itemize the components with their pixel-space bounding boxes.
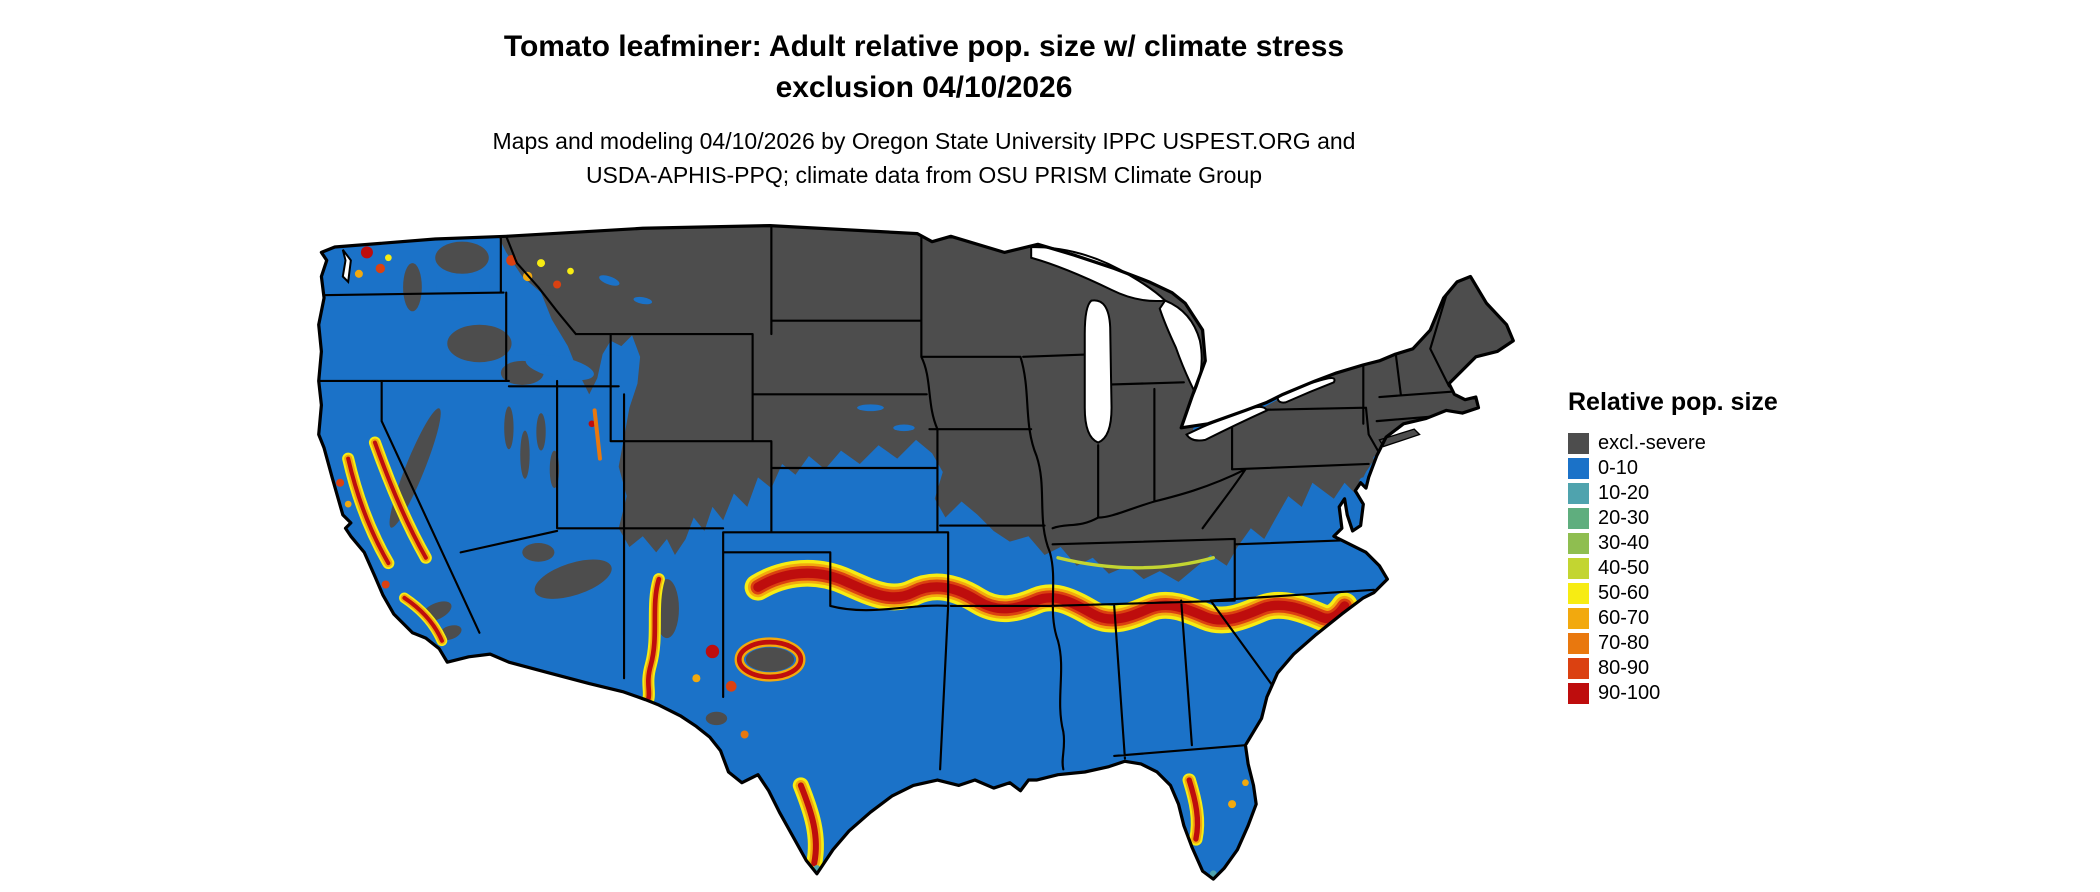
legend-item-label: 40-50 — [1598, 557, 1650, 579]
legend-swatch — [1568, 483, 1589, 504]
legend-item-label: 80-90 — [1598, 657, 1650, 679]
map-band-texas-ring — [734, 637, 806, 682]
legend-item: 70-80 — [1568, 631, 1868, 656]
legend-swatch — [1568, 608, 1589, 629]
legend-item: 90-100 — [1568, 681, 1868, 706]
legend-item-label: 0-10 — [1598, 457, 1639, 479]
legend-item: 30-40 — [1568, 531, 1868, 556]
map-title-line1: Tomato leafminer: Adult relative pop. si… — [503, 30, 1345, 63]
map-region-low-pop — [318, 225, 1514, 880]
legend-swatch — [1568, 433, 1589, 454]
legend-item: 0-10 — [1568, 456, 1868, 481]
legend-swatch — [1568, 658, 1589, 679]
conus-map-svg — [317, 223, 1515, 881]
state-borders — [318, 225, 1453, 771]
legend-item-label: 90-100 — [1598, 682, 1661, 704]
legend: Relative pop. size excl.-severe 0-10 10-20… — [1568, 388, 1868, 706]
legend-item-label: 20-30 — [1598, 507, 1650, 529]
legend-items: excl.-severe 0-10 10-20 20-30 30-40 40-50 50-6… — [1568, 431, 1868, 706]
map-title: Tomato leafminer: Adult relative pop. si… — [0, 26, 1848, 108]
legend-title: Relative pop. size — [1568, 388, 1778, 416]
map-subtitle: Maps and modeling 04/10/2026 by Oregon S… — [0, 124, 1848, 192]
header: Tomato leafminer: Adult relative pop. si… — [0, 26, 1848, 192]
legend-swatch — [1568, 558, 1589, 579]
us-population-map — [308, 206, 1520, 884]
puget-sound — [341, 249, 352, 285]
legend-item: 60-70 — [1568, 606, 1868, 631]
map-hotspots-southwest — [588, 408, 749, 739]
lake-michigan — [1083, 299, 1113, 444]
map-region-excluded-severe — [495, 225, 1514, 582]
legend-item-label: 60-70 — [1598, 607, 1650, 629]
legend-swatch — [1568, 683, 1589, 704]
legend-item: 80-90 — [1568, 656, 1868, 681]
legend-item: 40-50 — [1568, 556, 1868, 581]
legend-item-label: 10-20 — [1598, 482, 1650, 504]
map-teal-specks — [813, 865, 1217, 880]
legend-item: 10-20 — [1568, 481, 1868, 506]
map-band-south-texas — [792, 777, 824, 872]
map-title-line2: exclusion 04/10/2026 — [775, 71, 1073, 104]
map-band-new-mexico — [642, 573, 665, 706]
map-band-california — [336, 436, 448, 647]
map-subtitle-line2: USDA-APHIS-PPQ; climate data from OSU PR… — [585, 162, 1263, 188]
legend-swatch — [1568, 533, 1589, 554]
legend-swatch — [1568, 583, 1589, 604]
map-high-pop-band — [744, 559, 1358, 634]
legend-swatch — [1568, 508, 1589, 529]
map-fringe-southeast — [1056, 556, 1215, 570]
legend-item: 20-30 — [1568, 506, 1868, 531]
legend-item-label: 30-40 — [1598, 532, 1650, 554]
legend-item: 50-60 — [1568, 581, 1868, 606]
legend-swatch — [1568, 458, 1589, 479]
legend-item-label: excl.-severe — [1598, 432, 1706, 454]
map-band-florida — [1182, 773, 1249, 846]
legend-item-label: 70-80 — [1598, 632, 1650, 654]
legend-swatch — [1568, 633, 1589, 654]
national-outline — [317, 223, 1515, 881]
map-subtitle-line1: Maps and modeling 04/10/2026 by Oregon S… — [492, 128, 1356, 154]
legend-item-label: 50-60 — [1598, 582, 1650, 604]
map-hotspots-northwest — [354, 246, 574, 289]
legend-item: excl.-severe — [1568, 431, 1868, 456]
